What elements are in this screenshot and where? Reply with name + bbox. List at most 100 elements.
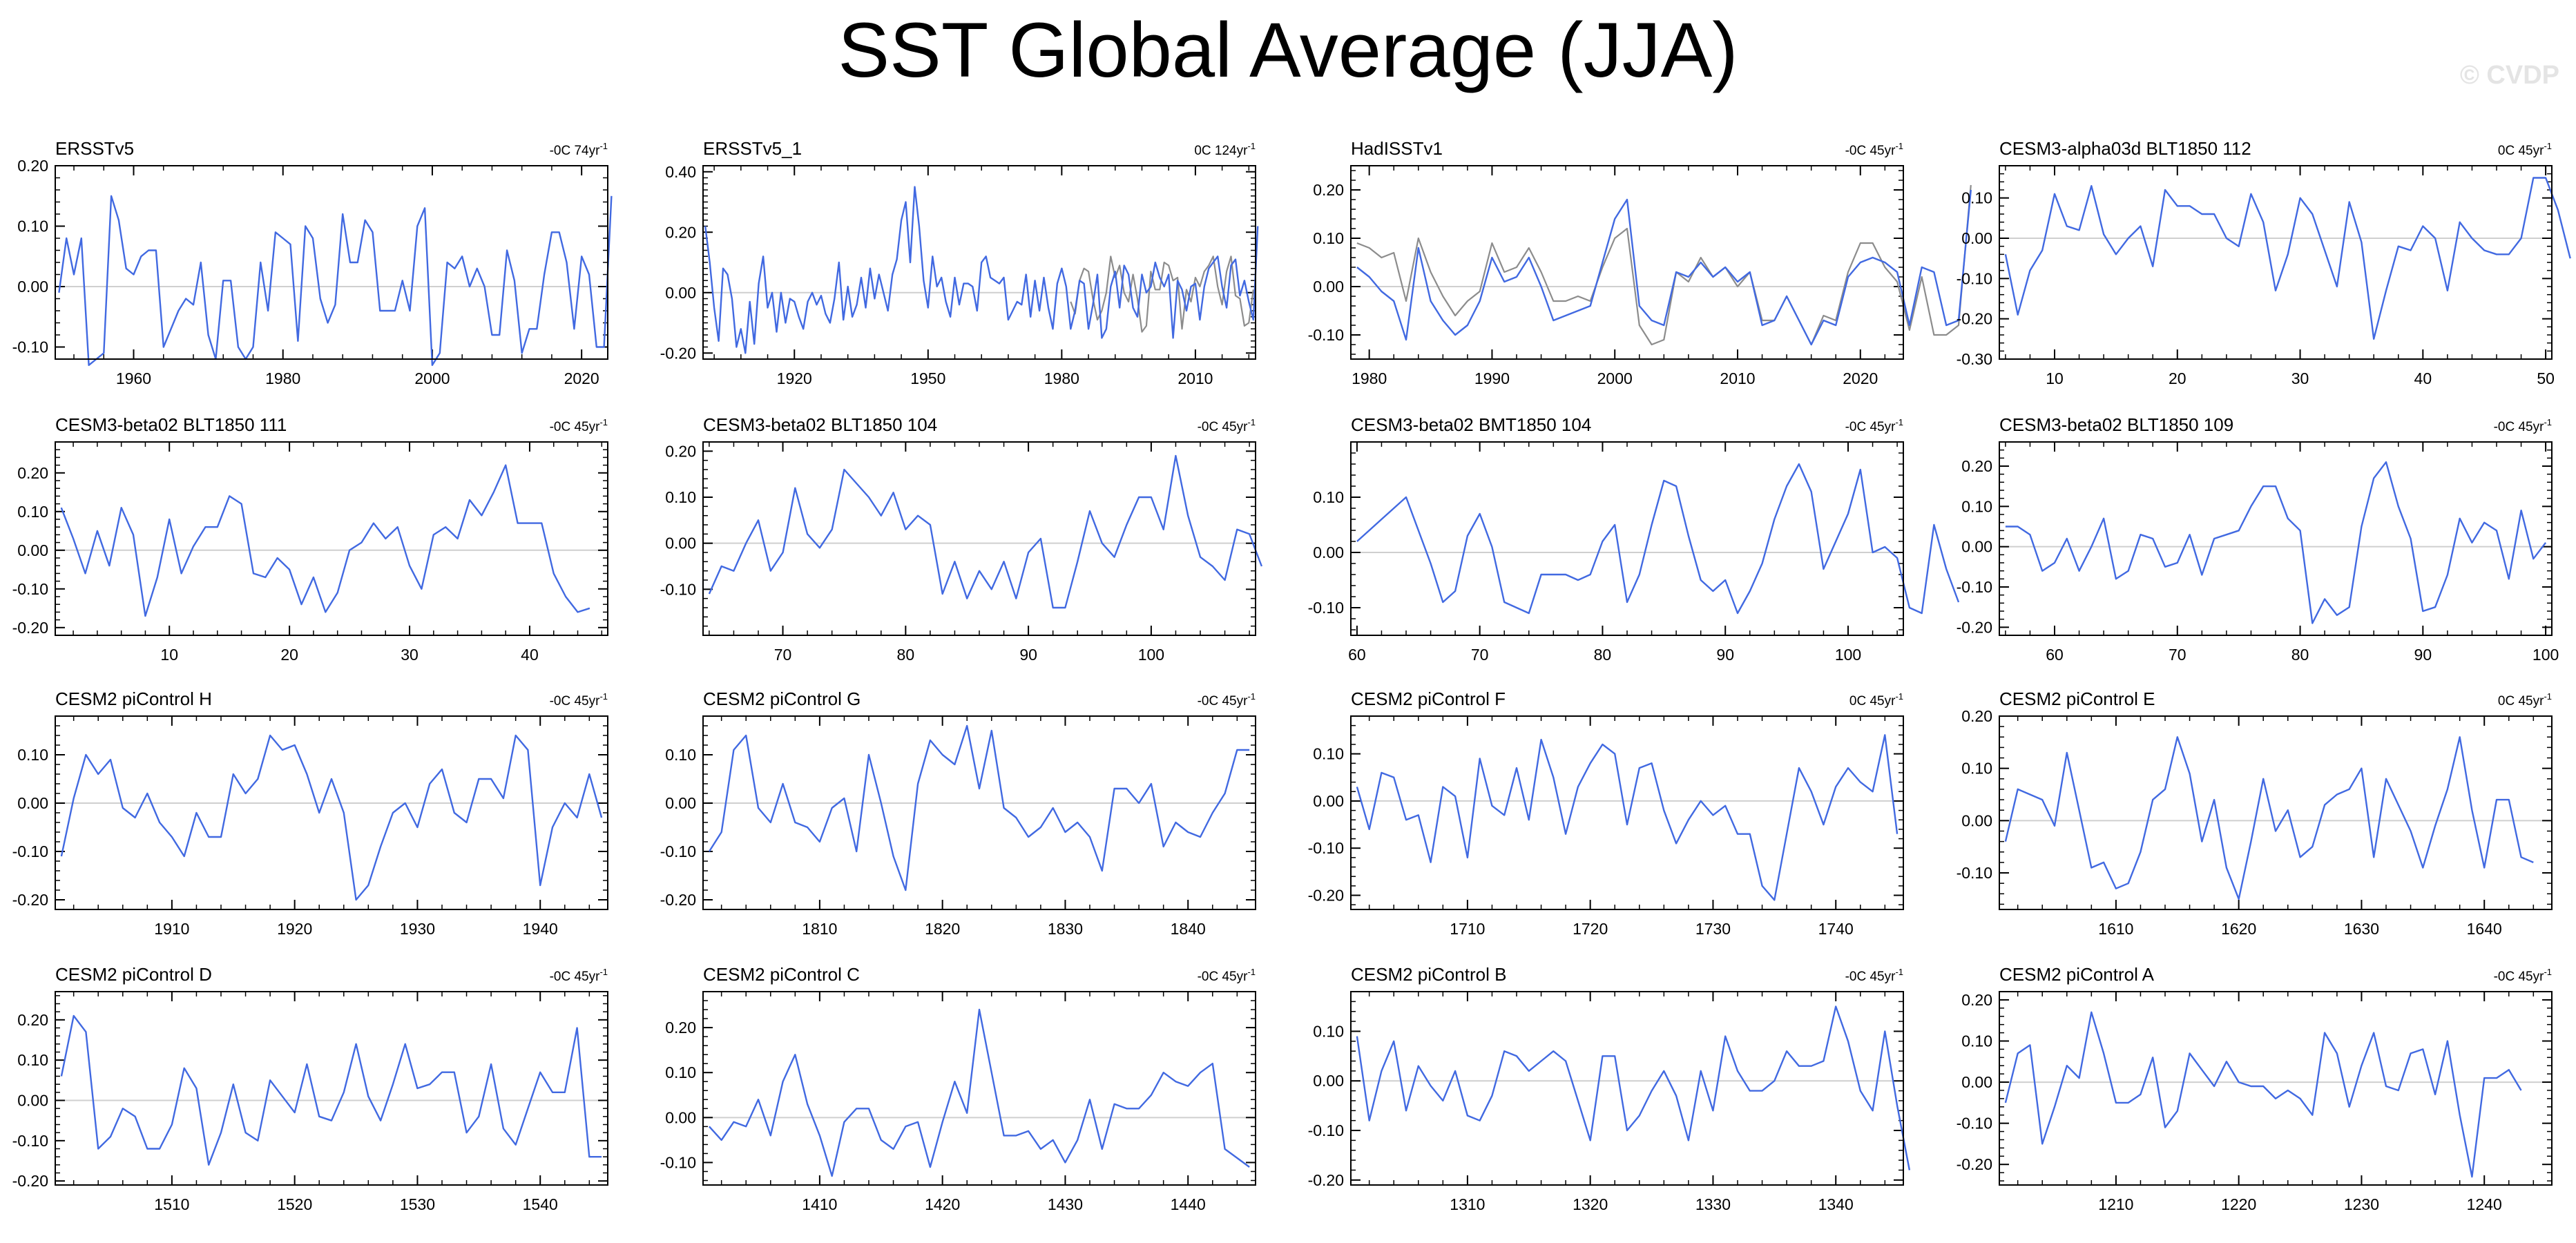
y-tick-label: -0.30 <box>1957 350 1992 368</box>
series-line <box>60 464 590 617</box>
y-tick-label: -0.10 <box>1957 1115 1992 1133</box>
y-tick-label: 0.20 <box>1961 457 1992 475</box>
y-tick-label: -0.10 <box>1957 269 1992 287</box>
x-tick-label: 1830 <box>1048 920 1083 938</box>
y-tick-label: 0.20 <box>1961 991 1992 1009</box>
x-tick-label: 1730 <box>1695 920 1731 938</box>
x-tick-label: 1820 <box>925 920 960 938</box>
y-tick-label: -0.10 <box>12 580 48 598</box>
x-tick-label: 1990 <box>1474 369 1510 387</box>
trend-label: -0C 45yr-1 <box>2494 417 2552 434</box>
x-tick-label: 1710 <box>1450 920 1485 938</box>
y-tick-label: -0.20 <box>12 891 48 909</box>
y-tick-label: -0.20 <box>1957 1155 1992 1173</box>
y-tick-label: 0.10 <box>1961 1032 1992 1050</box>
x-tick-label: 20 <box>2169 369 2186 387</box>
x-tick-label: 1210 <box>2098 1195 2133 1213</box>
plot-frame <box>1350 715 1904 910</box>
x-tick-label: 1720 <box>1573 920 1608 938</box>
y-tick-label: -0.20 <box>12 619 48 637</box>
x-tick-label: 1420 <box>925 1195 960 1213</box>
y-tick-label: -0.10 <box>660 1153 696 1171</box>
y-tick-label: 0.10 <box>665 488 696 506</box>
series-line <box>2005 461 2547 624</box>
panel-title: CESM3-alpha03d BLT1850 112 <box>1999 138 2251 159</box>
y-tick-label: -0.10 <box>1308 326 1344 344</box>
y-tick-label: -0.20 <box>12 1172 48 1190</box>
series-line <box>2004 736 2534 900</box>
y-tick-label: 0.10 <box>1313 488 1344 506</box>
x-tick-label: 1920 <box>777 369 812 387</box>
x-tick-label: 1960 <box>116 369 151 387</box>
plot-frame <box>702 441 1256 636</box>
plot-frame <box>1999 165 2553 360</box>
panel-title: CESM2 piControl B <box>1351 964 1506 985</box>
x-tick-label: 1610 <box>2098 920 2133 938</box>
x-tick-label: 2010 <box>1178 369 1213 387</box>
y-tick-label: -0.10 <box>12 842 48 860</box>
x-tick-label: 1340 <box>1818 1195 1854 1213</box>
plot-frame <box>1999 715 2553 910</box>
y-tick-label: 0.10 <box>1961 189 1992 207</box>
figure-title: SST Global Average (JJA) <box>838 7 1738 93</box>
x-tick-label: 10 <box>2046 369 2064 387</box>
y-tick-label: 0.00 <box>665 1108 696 1126</box>
x-tick-label: 40 <box>521 646 539 664</box>
plot-frame <box>702 165 1256 360</box>
y-tick-label: 0.00 <box>665 534 696 552</box>
plot-frame <box>1350 165 1904 360</box>
plot-frame <box>1999 991 2553 1186</box>
x-tick-label: 1320 <box>1573 1195 1608 1213</box>
x-tick-label: 1980 <box>1044 369 1079 387</box>
y-tick-label: 0.10 <box>1313 745 1344 763</box>
x-tick-label: 90 <box>2414 646 2432 664</box>
x-tick-label: 1980 <box>265 369 300 387</box>
x-tick-label: 1620 <box>2221 920 2256 938</box>
y-tick-label: 0.10 <box>1961 497 1992 515</box>
y-tick-label: -0.10 <box>1308 599 1344 617</box>
plot-frame <box>1350 991 1904 1186</box>
x-tick-label: 100 <box>1138 646 1164 664</box>
y-tick-label: 0.20 <box>665 442 696 460</box>
y-tick-label: 0.10 <box>17 746 48 764</box>
chart-panel: CESM3-beta02 BMT1850 104 -0C 45yr-1 -0.10 0… <box>1308 414 1960 664</box>
y-tick-label: 0.10 <box>17 503 48 521</box>
y-tick-label: 0.00 <box>17 794 48 812</box>
trend-label: 0C 45yr-1 <box>2498 691 2552 709</box>
x-tick-label: 70 <box>1471 646 1489 664</box>
trend-label: -0C 45yr-1 <box>550 417 608 434</box>
y-tick-label: 0.00 <box>1313 1072 1344 1090</box>
chart-panel: ERSSTv5_1 0C 124yr-1 -0.20 0.00 0.20 0.40 1920… <box>660 138 1259 387</box>
x-tick-label: 10 <box>160 646 178 664</box>
chart-panel: ERSSTv5 -0C 74yr-1 -0.10 0.00 0.10 0.20 1960 19… <box>12 138 613 387</box>
x-tick-label: 2020 <box>564 369 599 387</box>
x-tick-label: 80 <box>1594 646 1612 664</box>
chart-panel: CESM2 piControl F 0C 45yr-1 -0.20 -0.10 0.00… <box>1308 688 1904 938</box>
panel-title: CESM3-beta02 BLT1850 111 <box>55 414 287 435</box>
x-tick-label: 1520 <box>277 1195 312 1213</box>
x-tick-label: 1810 <box>802 920 837 938</box>
y-tick-label: 0.10 <box>665 1063 696 1081</box>
x-tick-label: 1540 <box>523 1195 558 1213</box>
chart-panel: CESM3-beta02 BLT1850 104 -0C 45yr-1 -0.10 0… <box>660 414 1263 664</box>
x-tick-label: 2020 <box>1843 369 1878 387</box>
y-tick-label: 0.20 <box>17 157 48 175</box>
x-tick-label: 1910 <box>154 920 189 938</box>
chart-panel: CESM3-beta02 BLT1850 109 -0C 45yr-1 -0.20 -… <box>1957 414 2559 664</box>
y-tick-label: 0.00 <box>17 541 48 559</box>
series-line <box>704 186 1259 354</box>
x-tick-label: 1640 <box>2467 920 2502 938</box>
trend-label: -0C 45yr-1 <box>1198 967 1256 984</box>
plot-frame <box>55 715 608 910</box>
x-tick-label: 1840 <box>1171 920 1206 938</box>
x-tick-label: 80 <box>2291 646 2309 664</box>
x-tick-label: 50 <box>2537 369 2555 387</box>
series-line <box>60 734 603 901</box>
panel-title: ERSSTv5 <box>55 138 134 159</box>
x-tick-label: 1980 <box>1352 369 1387 387</box>
x-tick-label: 30 <box>2291 369 2309 387</box>
y-tick-label: -0.10 <box>660 842 696 860</box>
y-tick-label: 0.00 <box>1961 538 1992 556</box>
y-tick-label: 0.10 <box>17 218 48 235</box>
y-tick-label: 0.10 <box>17 1051 48 1069</box>
